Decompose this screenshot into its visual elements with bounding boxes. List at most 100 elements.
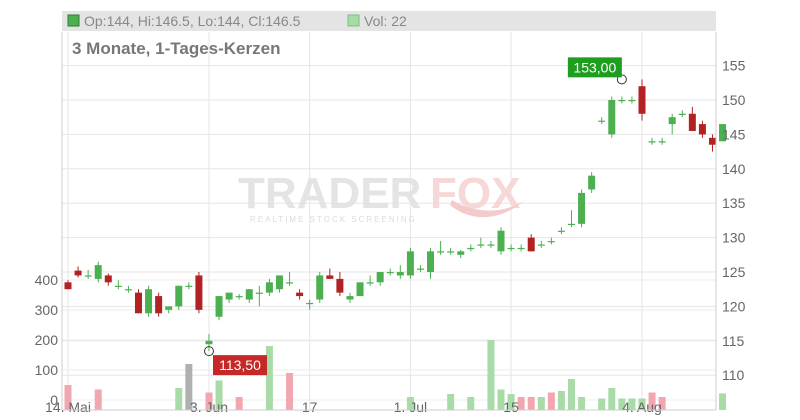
volume-bar [658, 397, 666, 410]
candle-body [165, 306, 173, 310]
candle-body [467, 247, 475, 250]
candle-body [306, 302, 314, 305]
candle-body [175, 285, 183, 307]
candle-body [155, 296, 163, 314]
volume-bar [507, 394, 515, 410]
candle-body [94, 265, 102, 279]
candle-body [255, 292, 263, 294]
volume-bar [215, 380, 223, 410]
volume-tick-label: 200 [35, 332, 59, 348]
candle-body [84, 275, 92, 277]
candle-body [296, 292, 304, 297]
high-label-box [567, 57, 622, 78]
price-tick-label: 125 [722, 264, 746, 280]
volume-bar [286, 373, 294, 410]
volume-bar [205, 392, 213, 410]
candle-body [376, 272, 384, 283]
candle-body [527, 237, 535, 252]
candle-body [145, 289, 153, 314]
volume-bar [648, 392, 656, 410]
price-tick-label: 120 [722, 298, 746, 314]
volume-bar [527, 397, 535, 410]
candle-body [638, 86, 646, 114]
price-tick-label: 140 [722, 161, 746, 177]
price-tick-label: 110 [722, 367, 745, 383]
volume-bar [638, 398, 646, 410]
low-label-box [212, 355, 267, 376]
candle-body [437, 251, 445, 253]
candle-body [648, 141, 656, 143]
candle-body [477, 244, 485, 246]
volume-bar [185, 364, 193, 410]
candle-body [447, 251, 455, 253]
price-tick-label: 130 [722, 230, 746, 246]
volume-bar [235, 397, 243, 410]
volume-bar [618, 398, 626, 410]
candles [64, 79, 727, 352]
date-tick-label: 15 [503, 399, 519, 415]
candle-body [608, 100, 616, 135]
candle-body [537, 244, 545, 246]
volume-bar [497, 389, 505, 410]
candle-body [134, 292, 142, 314]
low-label-text: 113,50 [219, 357, 261, 373]
candle-body [366, 282, 374, 284]
volume-bar [517, 397, 525, 410]
candle-body [336, 278, 344, 293]
candle-body [215, 296, 223, 317]
candle-body [427, 251, 435, 272]
volume-bar [719, 393, 727, 410]
candle-body [598, 120, 606, 122]
candle-body [245, 289, 253, 300]
candle-body [185, 285, 193, 287]
candle-body [668, 117, 676, 125]
candle-body [286, 282, 294, 284]
candle-body [64, 282, 72, 290]
volume-bar [568, 379, 575, 410]
candle-body [316, 275, 324, 300]
price-tick-label: 145 [722, 126, 746, 142]
price-tick-label: 135 [722, 195, 746, 211]
candle-body [517, 247, 525, 250]
volume-bar [578, 397, 586, 410]
candle-body [708, 137, 716, 145]
candle-body [124, 289, 132, 291]
candle-body [688, 113, 696, 131]
volume-tick-label: 100 [35, 362, 59, 378]
candle-body [326, 275, 334, 279]
volume-bar [175, 388, 183, 410]
candle-body [557, 230, 565, 232]
candle-body [225, 292, 233, 300]
candle-body [386, 272, 394, 274]
date-tick-label: 1. Jul [394, 399, 427, 415]
candle-body [195, 275, 203, 310]
legend-bar [62, 11, 716, 31]
candle-body [205, 340, 213, 345]
candle-body [628, 100, 636, 102]
candle-body [346, 296, 354, 300]
candle-body [618, 100, 626, 102]
volume-bar [598, 398, 606, 410]
date-tick-label: 14. Mai [45, 399, 91, 415]
volume-legend-text: Vol: 22 [364, 13, 407, 29]
candle-body [406, 251, 414, 276]
annotations: 153,00 113,50 [203, 57, 627, 376]
volume-bar [608, 388, 616, 410]
price-tick-label: 115 [722, 333, 745, 349]
volume-bar [447, 394, 455, 410]
candle-body [74, 270, 82, 276]
watermark-brand-left: TRADER [238, 169, 421, 218]
chart-title: 3 Monate, 1-Tages-Kerzen [72, 39, 280, 58]
candle-body [457, 251, 465, 255]
candle-body [497, 230, 505, 252]
candle-body [356, 282, 364, 297]
candle-body [104, 275, 112, 283]
volume-tick-label: 300 [35, 302, 59, 318]
volume-bar [265, 346, 273, 410]
axes: 110 115 120 125 130 135 140 145 150 155 0 100 200 300… [35, 32, 746, 415]
volume-legend-swatch [347, 14, 360, 27]
volume-bar [406, 397, 414, 410]
candle-body [396, 272, 404, 276]
watermark: TRADER FOX REALTIME STOCK SCREENING [238, 169, 525, 224]
